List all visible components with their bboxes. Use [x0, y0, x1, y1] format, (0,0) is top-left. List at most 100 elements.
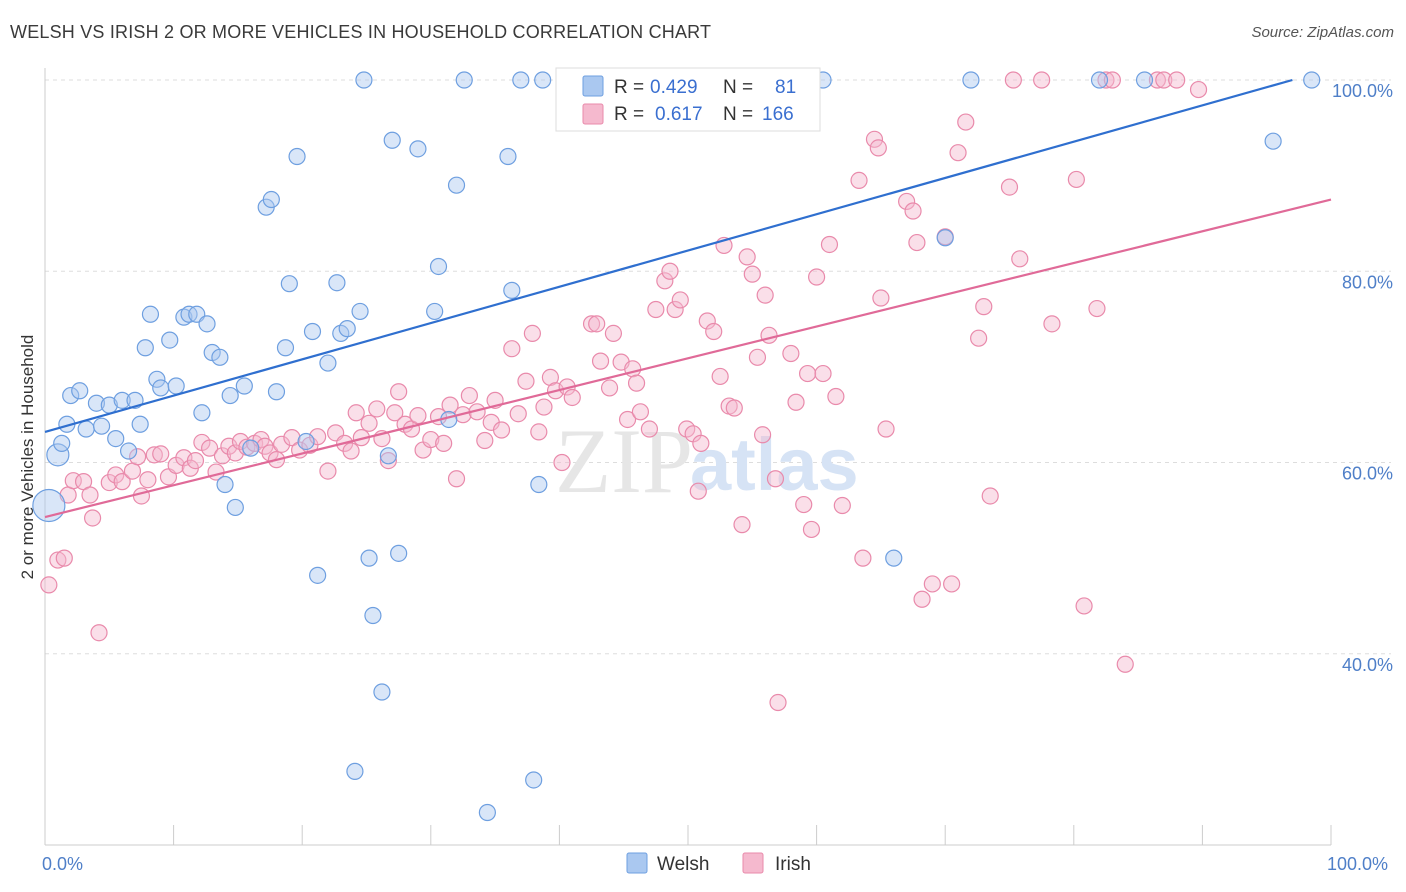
- irish-point: [743, 265, 761, 283]
- irish-point: [1168, 71, 1186, 89]
- irish-point: [970, 329, 988, 347]
- irish-point: [113, 473, 131, 491]
- welsh-point: [280, 275, 298, 293]
- welsh-point: [1090, 71, 1109, 89]
- irish-point: [1043, 315, 1061, 333]
- welsh-point: [288, 147, 306, 166]
- welsh-point: [46, 443, 70, 467]
- welsh-point: [478, 803, 496, 822]
- irish-point: [769, 693, 787, 712]
- irish-point: [535, 398, 553, 416]
- welsh-point: [328, 274, 346, 292]
- irish-point: [360, 414, 378, 432]
- welsh-point: [447, 176, 466, 194]
- welsh-point: [297, 432, 315, 451]
- welsh-point: [136, 339, 154, 357]
- irish-point: [1033, 71, 1051, 89]
- irish-point: [850, 171, 868, 190]
- irish-point: [1075, 597, 1093, 615]
- welsh-point: [161, 331, 179, 349]
- welsh-point: [148, 370, 166, 388]
- welsh-point: [77, 420, 95, 438]
- irish-point: [563, 388, 581, 407]
- irish-point: [1097, 71, 1115, 89]
- irish-point: [1067, 170, 1085, 189]
- irish-point: [698, 312, 716, 330]
- irish-point: [273, 435, 291, 453]
- irish-point: [517, 372, 535, 390]
- irish-point: [820, 235, 839, 254]
- welsh-point: [113, 391, 131, 409]
- welsh-point: [267, 383, 286, 401]
- irish-point: [435, 434, 453, 452]
- irish-point: [368, 400, 386, 418]
- irish-point: [152, 445, 170, 463]
- irish-points: [40, 71, 1208, 712]
- irish-point: [591, 352, 610, 370]
- irish-point: [981, 487, 999, 505]
- irish-point: [441, 396, 459, 414]
- irish-point: [760, 326, 778, 344]
- irish-point: [738, 248, 756, 266]
- irish-point: [975, 298, 993, 316]
- irish-point: [139, 471, 157, 489]
- irish-point: [908, 233, 926, 252]
- welsh-point: [360, 549, 378, 567]
- welsh-point: [167, 377, 185, 395]
- welsh-point: [198, 315, 216, 333]
- irish-point: [476, 431, 494, 450]
- welsh-point: [364, 606, 382, 625]
- irish-point: [833, 496, 851, 515]
- irish-point: [409, 407, 427, 425]
- irish-point: [1148, 71, 1166, 89]
- irish-point: [671, 291, 689, 309]
- legend-welsh-swatch: [582, 75, 604, 97]
- y-tick-label-100: 100.0%: [1332, 81, 1393, 101]
- legend-irish-swatch: [582, 103, 604, 125]
- welsh-point: [319, 354, 337, 372]
- legend-irish-n-value: 166: [762, 104, 794, 125]
- chart-title: WELSH VS IRISH 2 OR MORE VEHICLES IN HOU…: [10, 22, 712, 42]
- welsh-point: [390, 544, 408, 562]
- welsh-point: [262, 190, 280, 209]
- welsh-point: [242, 439, 260, 457]
- legend-welsh-r-label: R =: [614, 77, 644, 98]
- irish-point: [213, 447, 232, 465]
- irish-point: [647, 300, 665, 319]
- welsh-point: [211, 348, 229, 366]
- welsh-point: [512, 71, 530, 89]
- watermark-atlas: atlas: [690, 423, 859, 506]
- welsh-point: [1135, 71, 1154, 89]
- irish-point: [342, 442, 360, 460]
- welsh-point: [1264, 132, 1282, 150]
- irish-point: [656, 272, 674, 290]
- welsh-point: [429, 257, 448, 276]
- legend-irish-n-label: N =: [723, 104, 753, 125]
- irish-point: [81, 486, 99, 504]
- welsh-point: [499, 147, 517, 166]
- irish-point: [923, 575, 941, 593]
- irish-point: [756, 286, 774, 304]
- welsh-point: [71, 382, 89, 400]
- irish-point: [877, 420, 895, 438]
- legend-welsh-n-label: N =: [723, 77, 753, 98]
- welsh-point: [62, 386, 80, 405]
- welsh-point: [885, 549, 903, 567]
- irish-point: [1103, 71, 1121, 89]
- irish-point: [1116, 655, 1134, 673]
- irish-point: [347, 404, 365, 422]
- irish-point: [748, 348, 767, 366]
- welsh-point: [530, 475, 548, 494]
- legend-bottom-welsh-swatch: [626, 852, 648, 874]
- welsh-point: [962, 71, 980, 89]
- irish-point: [869, 139, 887, 157]
- welsh-point: [346, 762, 364, 780]
- y-axis-title: 2 or more Vehicles in Household: [18, 335, 37, 580]
- irish-point: [689, 482, 707, 500]
- legend-irish-r-value: 0.617: [655, 104, 703, 125]
- irish-point: [943, 575, 961, 593]
- irish-point: [827, 387, 845, 406]
- welsh-point: [152, 379, 170, 397]
- irish-point: [733, 516, 751, 534]
- irish-point: [1155, 71, 1173, 89]
